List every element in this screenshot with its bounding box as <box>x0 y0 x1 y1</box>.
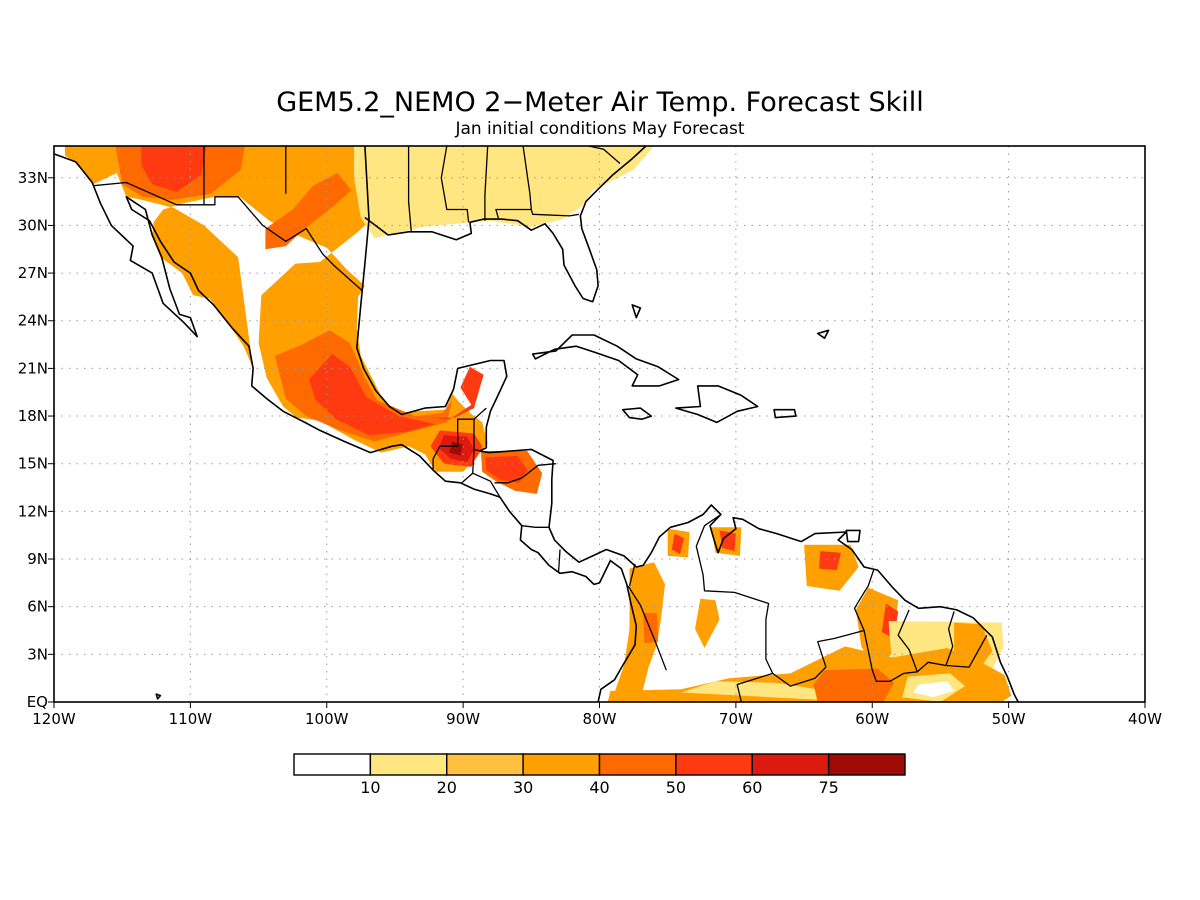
political-border <box>628 563 636 587</box>
colorbar-swatch-0 <box>293 753 372 776</box>
coastline <box>54 153 638 702</box>
political-border <box>557 549 561 572</box>
skill-region-13 <box>614 562 665 702</box>
island-outline <box>631 304 642 319</box>
skill-region-10 <box>449 441 464 456</box>
political-border <box>695 513 774 702</box>
skill-region-5 <box>274 330 453 442</box>
lat-tick-label: 33N <box>18 169 48 187</box>
lon-tick-label: 40W <box>1128 710 1162 728</box>
colorbar-label: 30 <box>513 778 533 797</box>
skill-region-16 <box>671 533 685 555</box>
political-border <box>916 611 955 673</box>
skill-region-20 <box>819 551 841 571</box>
skill-shading <box>64 146 1012 702</box>
skill-region-7 <box>429 366 484 420</box>
political-border <box>484 146 489 221</box>
political-border <box>521 525 549 528</box>
lon-tick-label: 70W <box>719 710 753 728</box>
island-outline <box>155 693 162 700</box>
lat-tick-label: 12N <box>18 502 48 520</box>
colorbar-label: 20 <box>437 778 457 797</box>
lat-tick-label: 15N <box>18 455 48 473</box>
lat-tick-label: 18N <box>18 407 48 425</box>
political-border <box>472 449 501 498</box>
political-border <box>93 181 363 292</box>
colorbar-swatch-1 <box>369 753 448 776</box>
lat-tick-label: 6N <box>27 598 48 616</box>
skill-region-30 <box>913 681 955 698</box>
island-outline <box>621 407 653 421</box>
skill-region-12 <box>484 455 528 483</box>
island-outline <box>816 329 830 340</box>
political-border <box>863 609 918 682</box>
skill-region-2 <box>265 173 352 250</box>
skill-region-18 <box>719 530 736 552</box>
island-outline <box>675 385 759 424</box>
political-border <box>407 146 412 232</box>
lon-tick-label: 50W <box>992 710 1026 728</box>
graticule <box>54 146 1145 702</box>
lat-tick-label: EQ <box>27 693 48 711</box>
latitude-axis: EQ 3N 6N 9N 12N 15N 18N 21N 24N 27N 30N 33N <box>18 169 54 711</box>
political-border <box>461 472 474 484</box>
skill-region-0 <box>64 146 488 472</box>
skill-region-6 <box>309 354 436 436</box>
colorbar-swatch-6 <box>751 753 830 776</box>
colorbar-label: 60 <box>742 778 762 797</box>
colorbar-swatch-7 <box>827 753 906 776</box>
lat-tick-label: 3N <box>27 645 48 663</box>
colorbar-swatch-5 <box>675 753 753 776</box>
coastline <box>364 146 647 303</box>
colorbar-label: 10 <box>360 778 380 797</box>
lat-tick-label: 27N <box>18 264 48 282</box>
political-border <box>945 634 988 668</box>
political-border <box>588 146 621 164</box>
lon-tick-label: 60W <box>855 710 889 728</box>
skill-region-28 <box>813 668 895 702</box>
colorbar: 10 20 30 40 50 60 75 <box>293 753 906 797</box>
lon-tick-label: 110W <box>169 710 213 728</box>
map-plot-area <box>53 145 1146 703</box>
lon-tick-label: 90W <box>446 710 480 728</box>
map-subtitle: Jan initial conditions May Forecast <box>454 119 744 139</box>
lat-tick-label: 30N <box>18 216 48 234</box>
skill-region-27 <box>681 681 862 702</box>
political-border <box>772 569 875 687</box>
colorbar-swatch-3 <box>522 753 601 776</box>
island-outline <box>845 529 861 543</box>
colorbar-label: 40 <box>589 778 609 797</box>
colorbar-swatch-4 <box>598 753 677 776</box>
lon-tick-label: 80W <box>583 710 617 728</box>
political-border <box>494 463 556 484</box>
map-title: GEM5.2_NEMO 2−Meter Air Temp. Forecast S… <box>276 87 924 118</box>
geographic-lines <box>54 146 1019 702</box>
lat-tick-label: 9N <box>27 550 48 568</box>
skill-region-21 <box>695 598 720 648</box>
political-border <box>530 209 580 217</box>
lon-tick-label: 120W <box>32 710 76 728</box>
colorbar-label: 50 <box>666 778 686 797</box>
skill-region-1 <box>354 146 655 239</box>
skill-region-4 <box>141 146 207 193</box>
political-border <box>627 585 667 671</box>
lat-tick-label: 21N <box>18 359 48 377</box>
coastline <box>355 146 1019 702</box>
political-border <box>440 146 470 223</box>
longitude-axis: 120W 110W 100W 90W 80W 70W 60W 50W 40W <box>32 702 1162 728</box>
lat-tick-label: 24N <box>18 312 48 330</box>
colorbar-swatch-2 <box>446 753 524 776</box>
lon-tick-label: 100W <box>305 710 349 728</box>
colorbar-label: 75 <box>818 778 838 797</box>
island-outline <box>531 334 680 387</box>
island-outline <box>773 408 797 419</box>
